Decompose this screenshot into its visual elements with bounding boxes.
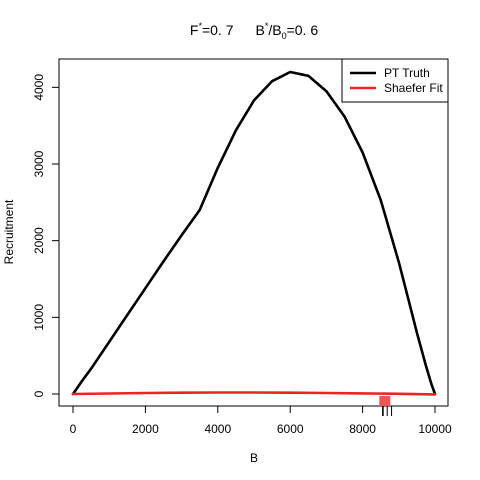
x-tick-label-4000: 4000 [204,422,231,436]
series-line-pt-truth [71,70,437,396]
x-tick-label-2000: 2000 [132,422,159,436]
title-f-superscript: * [198,21,202,31]
x-tick-label-10000: 10000 [418,422,452,436]
series-line-shaefer-fit [71,391,437,396]
x-tick-label-0: 0 [70,422,77,436]
bmsy-marker-box [379,396,391,406]
title-b-symbol: B [255,22,264,38]
title-b-value: =0. 6 [287,22,319,38]
legend-label-shaefer-fit: Shaefer Fit [384,81,443,95]
title-f-symbol: F [190,22,199,38]
y-tick-label-4000: 4000 [32,74,46,101]
x-axis-label: B [250,451,258,465]
y-axis-label: Recruitment [2,199,16,264]
legend: PT Truth Shaefer Fit [341,58,449,103]
title-f-value: =0. 7 [202,22,234,38]
series-layer [71,70,437,396]
y-tick-label-1000: 1000 [32,304,46,331]
y-tick-label-3000: 3000 [32,150,46,177]
title-b-ratio: /B [268,22,281,38]
legend-box [341,58,449,103]
y-tick-label-0: 0 [32,390,46,397]
x-tick-label-6000: 6000 [277,422,304,436]
x-tick-label-8000: 8000 [349,422,376,436]
y-tick-label-2000: 2000 [32,227,46,254]
y-axis: 0 1000 2000 3000 4000 [32,74,60,397]
chart-title: F*=0. 7 B*/B0=0. 6 [190,21,318,41]
x-axis: 0 2000 4000 6000 8000 10000 [70,405,452,436]
title-b-superscript: * [265,21,269,31]
title-b-subscript: 0 [282,31,287,41]
legend-label-pt-truth: PT Truth [384,66,430,80]
marker-layer [379,396,393,416]
